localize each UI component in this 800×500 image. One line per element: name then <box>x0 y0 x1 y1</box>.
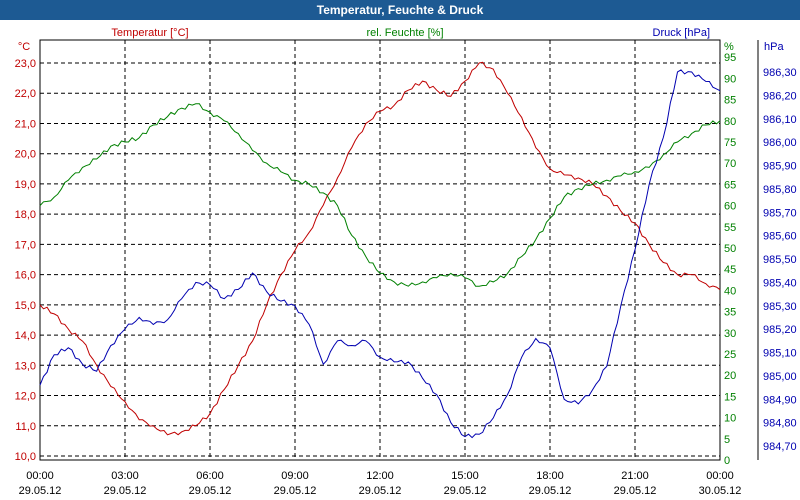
temperature-unit-label: °C <box>18 41 30 53</box>
temperature-tick-label: 11,0 <box>15 421 36 433</box>
humidity-tick-label: 25 <box>724 349 736 361</box>
humidity-tick-label: 70 <box>724 158 736 170</box>
x-tick-time: 00:00 <box>26 470 54 482</box>
x-tick-date: 30.05.12 <box>699 485 742 497</box>
x-tick-date: 29.05.12 <box>444 485 487 497</box>
humidity-series-line <box>39 103 721 287</box>
x-tick-time: 06:00 <box>196 470 224 482</box>
x-tick-time: 18:00 <box>536 470 564 482</box>
humidity-tick-label: 20 <box>724 370 736 382</box>
temperature-tick-label: 22,0 <box>15 88 36 100</box>
x-tick-date: 29.05.12 <box>19 485 62 497</box>
pressure-tick-label: 984,90 <box>763 394 797 406</box>
x-tick-date: 29.05.12 <box>274 485 317 497</box>
temperature-tick-label: 14,0 <box>15 330 36 342</box>
pressure-axis-title: Druck [hPa] <box>653 27 710 39</box>
pressure-tick-label: 985,30 <box>763 301 797 313</box>
pressure-series-line <box>39 69 721 439</box>
pressure-tick-label: 985,50 <box>763 254 797 266</box>
humidity-tick-label: 50 <box>724 243 736 255</box>
temperature-tick-label: 17,0 <box>15 239 36 251</box>
x-tick-time: 15:00 <box>451 470 479 482</box>
humidity-tick-label: 35 <box>724 307 736 319</box>
pressure-tick-label: 984,70 <box>763 441 797 453</box>
series-group <box>39 61 721 439</box>
pressure-tick-label: 986,00 <box>763 137 797 149</box>
x-tick-date: 29.05.12 <box>359 485 402 497</box>
humidity-tick-label: 30 <box>724 328 736 340</box>
humidity-axis-title: rel. Feuchte [%] <box>366 27 443 39</box>
x-tick-date: 29.05.12 <box>529 485 572 497</box>
humidity-tick-label: 80 <box>724 116 736 128</box>
humidity-unit-label: % <box>724 41 734 53</box>
temperature-tick-label: 12,0 <box>15 391 36 403</box>
x-tick-time: 00:00 <box>706 470 734 482</box>
pressure-tick-label: 985,90 <box>763 161 797 173</box>
humidity-tick-label: 10 <box>724 413 736 425</box>
humidity-tick-label: 95 <box>724 52 736 64</box>
pressure-tick-label: 985,00 <box>763 371 797 383</box>
temperature-series-line <box>39 61 721 436</box>
humidity-tick-label: 90 <box>724 73 736 85</box>
pressure-tick-label: 986,10 <box>763 114 797 126</box>
humidity-tick-label: 75 <box>724 137 736 149</box>
humidity-tick-label: 5 <box>724 434 730 446</box>
window-title: Temperatur, Feuchte & Druck <box>0 0 800 20</box>
pressure-unit-label: hPa <box>764 41 784 53</box>
humidity-tick-label: 85 <box>724 95 736 107</box>
x-tick-time: 09:00 <box>281 470 309 482</box>
temperature-axis-title: Temperatur [°C] <box>111 27 188 39</box>
humidity-tick-label: 65 <box>724 179 736 191</box>
plot-frame <box>39 39 759 461</box>
humidity-tick-label: 40 <box>724 285 736 297</box>
temperature-tick-label: 10,0 <box>15 451 36 463</box>
pressure-tick-label: 985,80 <box>763 184 797 196</box>
x-tick-date: 29.05.12 <box>614 485 657 497</box>
humidity-tick-label: 15 <box>724 391 736 403</box>
pressure-tick-label: 985,60 <box>763 231 797 243</box>
pressure-tick-label: 985,70 <box>763 207 797 219</box>
humidity-tick-label: 0 <box>724 455 730 467</box>
x-tick-time: 12:00 <box>366 470 394 482</box>
humidity-tick-label: 45 <box>724 264 736 276</box>
temperature-tick-label: 20,0 <box>15 149 36 161</box>
plot-border <box>39 39 721 461</box>
temperature-tick-label: 21,0 <box>15 118 36 130</box>
humidity-tick-label: 60 <box>724 201 736 213</box>
humidity-tick-label: 55 <box>724 222 736 234</box>
pressure-tick-label: 986,30 <box>763 67 797 79</box>
pressure-tick-label: 986,20 <box>763 90 797 102</box>
x-tick-date: 29.05.12 <box>189 485 232 497</box>
pressure-tick-label: 985,10 <box>763 348 797 360</box>
pressure-tick-label: 985,40 <box>763 277 797 289</box>
temperature-tick-label: 23,0 <box>15 58 36 70</box>
temperature-tick-label: 19,0 <box>15 179 36 191</box>
temperature-tick-label: 18,0 <box>15 209 36 221</box>
pressure-tick-label: 985,20 <box>763 324 797 336</box>
temperature-tick-label: 16,0 <box>15 270 36 282</box>
pressure-tick-label: 984,80 <box>763 418 797 430</box>
temperature-tick-label: 13,0 <box>15 360 36 372</box>
grid <box>40 40 720 460</box>
temperature-tick-label: 15,0 <box>15 300 36 312</box>
x-tick-date: 29.05.12 <box>104 485 147 497</box>
x-tick-time: 21:00 <box>621 470 649 482</box>
axis-labels: 10,0 11,0 12,0 13,0 14,0 15,0 16,0 17,0 18,0 19,0… <box>15 27 797 497</box>
x-tick-time: 03:00 <box>111 470 139 482</box>
